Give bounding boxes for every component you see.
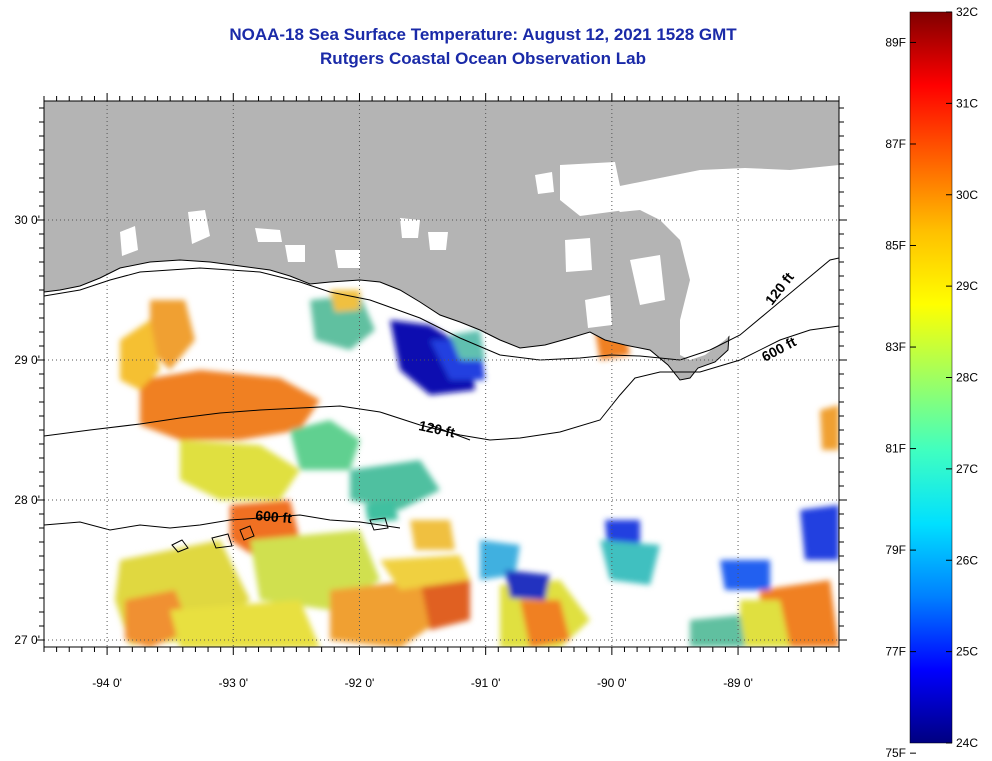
- sst-data-layer: [115, 170, 839, 647]
- lat-tick-label: 30 0': [14, 213, 40, 227]
- lon-tick-label: -93 0': [218, 676, 248, 690]
- lon-tick-label: -89 0': [723, 676, 753, 690]
- lat-tick-label: 28 0': [14, 493, 40, 507]
- colorbar-f-label: 75F: [885, 746, 906, 760]
- colorbar-f-label: 85F: [885, 239, 906, 253]
- figure-subtitle: Rutgers Coastal Ocean Observation Lab: [320, 49, 646, 68]
- colorbar-f-label: 79F: [885, 543, 906, 557]
- colorbar-c-label: 29C: [956, 279, 978, 293]
- colorbar-c-label: 31C: [956, 96, 978, 110]
- colorbar-c-label: 26C: [956, 553, 978, 567]
- lon-tick-label: -91 0': [471, 676, 501, 690]
- graticule: [44, 101, 839, 647]
- figure-title: NOAA-18 Sea Surface Temperature: August …: [229, 25, 737, 44]
- frame-ticks: [36, 93, 847, 655]
- colorbar-c-label: 32C: [956, 5, 978, 19]
- lat-tick-label: 29 0': [14, 353, 40, 367]
- contour-label-120ft-central: 120 ft: [417, 417, 456, 440]
- lon-tick-label: -94 0': [92, 676, 122, 690]
- colorbar-f-label: 81F: [885, 442, 906, 456]
- colorbar-f-label: 77F: [885, 645, 906, 659]
- bathymetry-contours: [44, 257, 839, 553]
- colorbar-f-label: 87F: [885, 137, 906, 151]
- colorbar-f-label: 83F: [885, 340, 906, 354]
- colorbar-ramp: [909, 11, 953, 744]
- colorbar-fahrenheit-labels: 89F 87F 85F 83F 81F 79F 77F 75F: [885, 35, 916, 760]
- lon-tick-label: -92 0': [345, 676, 375, 690]
- colorbar-c-label: 25C: [956, 645, 978, 659]
- longitude-labels: -94 0' -93 0' -92 0' -91 0' -90 0' -89 0': [92, 676, 753, 690]
- colorbar-c-label: 24C: [956, 736, 978, 750]
- colorbar-c-label: 28C: [956, 371, 978, 385]
- contour-label-600ft-west: 600 ft: [255, 507, 293, 526]
- colorbar-c-label: 27C: [956, 462, 978, 476]
- colorbar: 32C 31C 30C 29C 28C 27C 26C 25C 24C 89F 87F 85F 83F…: [885, 5, 978, 760]
- latitude-labels: 30 0' 29 0' 28 0' 27 0': [14, 213, 40, 647]
- land-water-bodies: [120, 162, 839, 360]
- colorbar-f-label: 89F: [885, 35, 906, 49]
- lon-tick-label: -90 0': [597, 676, 627, 690]
- colorbar-celsius-labels: 32C 31C 30C 29C 28C 27C 26C 25C 24C: [946, 5, 978, 750]
- lat-tick-label: 27 0': [14, 633, 40, 647]
- colorbar-c-label: 30C: [956, 188, 978, 202]
